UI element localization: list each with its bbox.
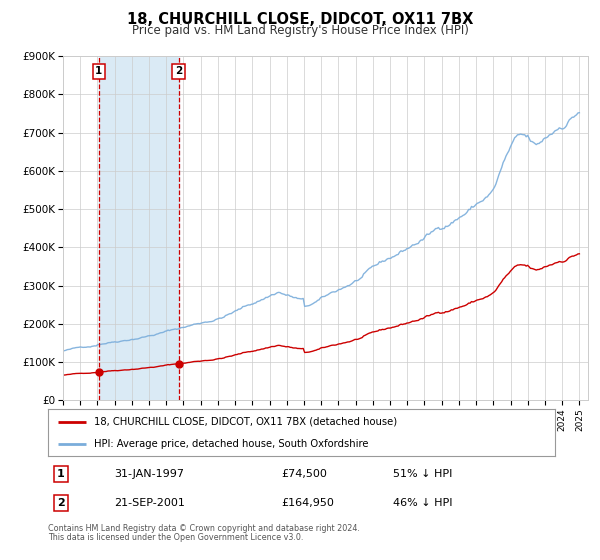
Text: 18, CHURCHILL CLOSE, DIDCOT, OX11 7BX (detached house): 18, CHURCHILL CLOSE, DIDCOT, OX11 7BX (d… [94,417,397,427]
Text: 21-SEP-2001: 21-SEP-2001 [114,498,185,508]
Text: 51% ↓ HPI: 51% ↓ HPI [393,469,452,479]
Text: 31-JAN-1997: 31-JAN-1997 [114,469,184,479]
Text: 1: 1 [57,469,65,479]
Text: £74,500: £74,500 [281,469,327,479]
Text: Price paid vs. HM Land Registry's House Price Index (HPI): Price paid vs. HM Land Registry's House … [131,24,469,37]
Bar [99,56,179,400]
Text: 2: 2 [57,498,65,508]
Text: 1: 1 [95,67,103,77]
Text: This data is licensed under the Open Government Licence v3.0.: This data is licensed under the Open Gov… [48,533,304,542]
Text: HPI: Average price, detached house, South Oxfordshire: HPI: Average price, detached house, Sout… [94,438,368,449]
Text: 46% ↓ HPI: 46% ↓ HPI [393,498,452,508]
Text: £164,950: £164,950 [281,498,334,508]
Text: 18, CHURCHILL CLOSE, DIDCOT, OX11 7BX: 18, CHURCHILL CLOSE, DIDCOT, OX11 7BX [127,12,473,27]
Text: Contains HM Land Registry data © Crown copyright and database right 2024.: Contains HM Land Registry data © Crown c… [48,524,360,533]
Text: 2: 2 [175,67,182,77]
